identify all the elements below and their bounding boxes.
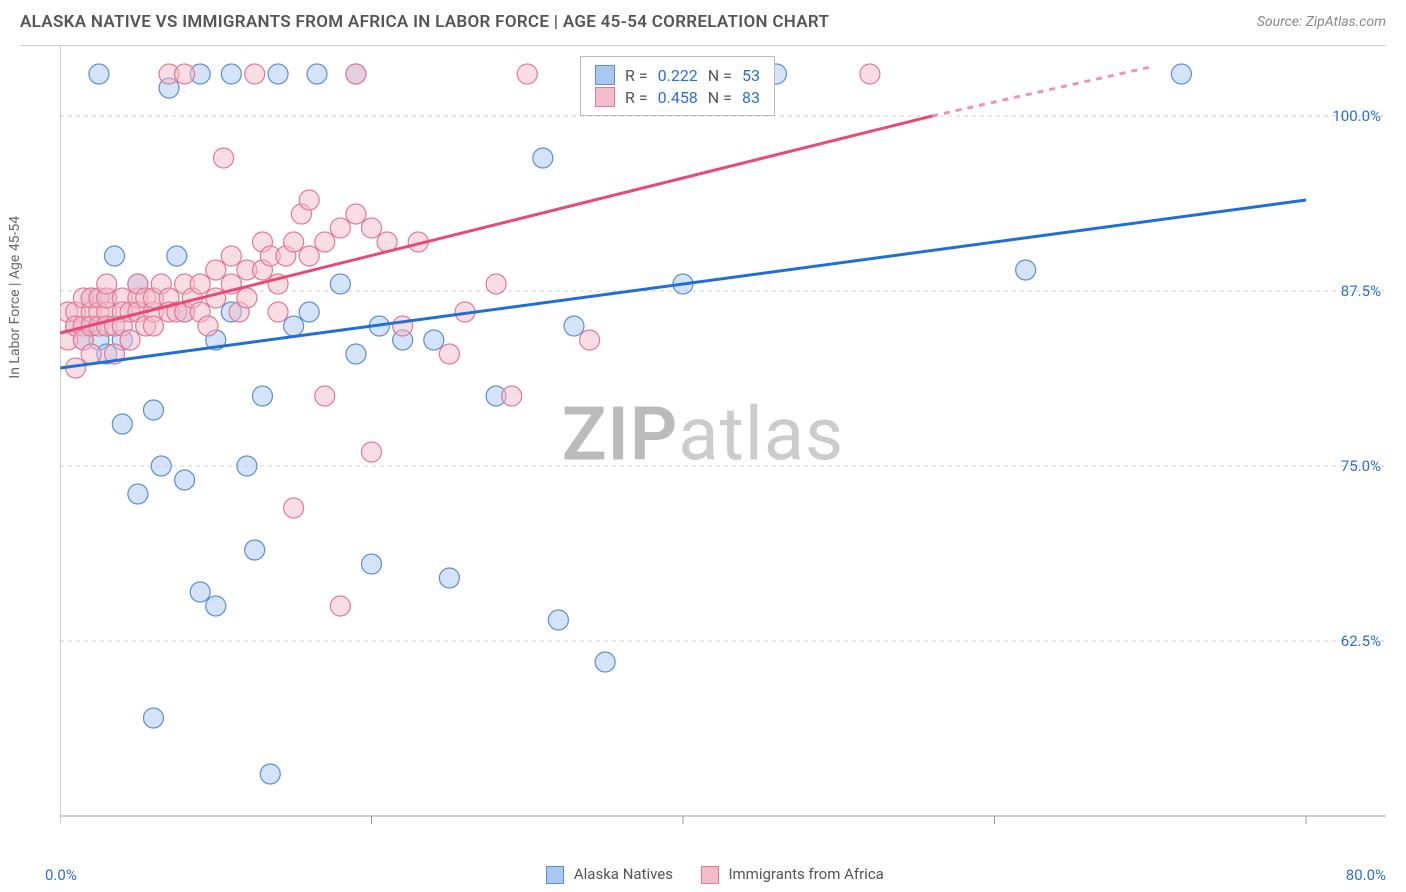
source-attribution: Source: ZipAtlas.com (1257, 14, 1386, 30)
y-axis-label: In Labor Force | Age 45-54 (7, 215, 23, 378)
legend-row-2: R = 0.458 N = 83 (595, 87, 760, 107)
legend-swatch-2 (701, 866, 719, 884)
legend-row-1: R = 0.222 N = 53 (595, 65, 760, 85)
y-tick-label: 100.0% (1332, 107, 1381, 125)
legend-label-2: Immigrants from Africa (728, 865, 883, 883)
scatter-plot (60, 46, 1386, 836)
correlation-legend: R = 0.222 N = 53 R = 0.458 N = 83 (580, 56, 775, 116)
y-tick-label: 87.5% (1341, 282, 1381, 300)
y-tick-label: 75.0% (1341, 457, 1381, 475)
legend-swatch-1 (546, 866, 564, 884)
chart-title: ALASKA NATIVE VS IMMIGRANTS FROM AFRICA … (20, 12, 829, 32)
swatch-series-2 (595, 87, 615, 107)
chart-area: In Labor Force | Age 45-54 ZIPatlas R = … (20, 45, 1386, 857)
legend-label-1: Alaska Natives (574, 865, 673, 883)
y-tick-label: 62.5% (1341, 632, 1381, 650)
bottom-legend: Alaska Natives Immigrants from Africa (0, 865, 1406, 884)
swatch-series-1 (595, 65, 615, 85)
